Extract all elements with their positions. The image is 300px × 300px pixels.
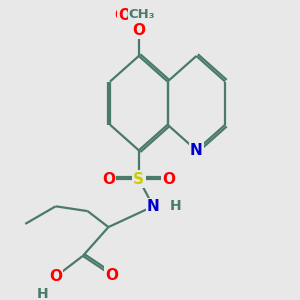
Text: O: O [132, 23, 145, 38]
Text: CH₃: CH₃ [129, 8, 155, 21]
Text: O: O [119, 10, 130, 22]
Text: N: N [147, 199, 160, 214]
Text: H: H [37, 287, 49, 300]
Text: O: O [114, 8, 126, 23]
Text: O: O [49, 269, 62, 284]
Text: S: S [133, 172, 144, 187]
Text: O: O [132, 23, 145, 38]
Text: O: O [102, 172, 115, 187]
Text: O: O [163, 172, 176, 187]
Text: N: N [190, 143, 203, 158]
Text: O: O [118, 8, 131, 23]
Text: O: O [105, 268, 118, 283]
Text: H: H [170, 199, 182, 213]
